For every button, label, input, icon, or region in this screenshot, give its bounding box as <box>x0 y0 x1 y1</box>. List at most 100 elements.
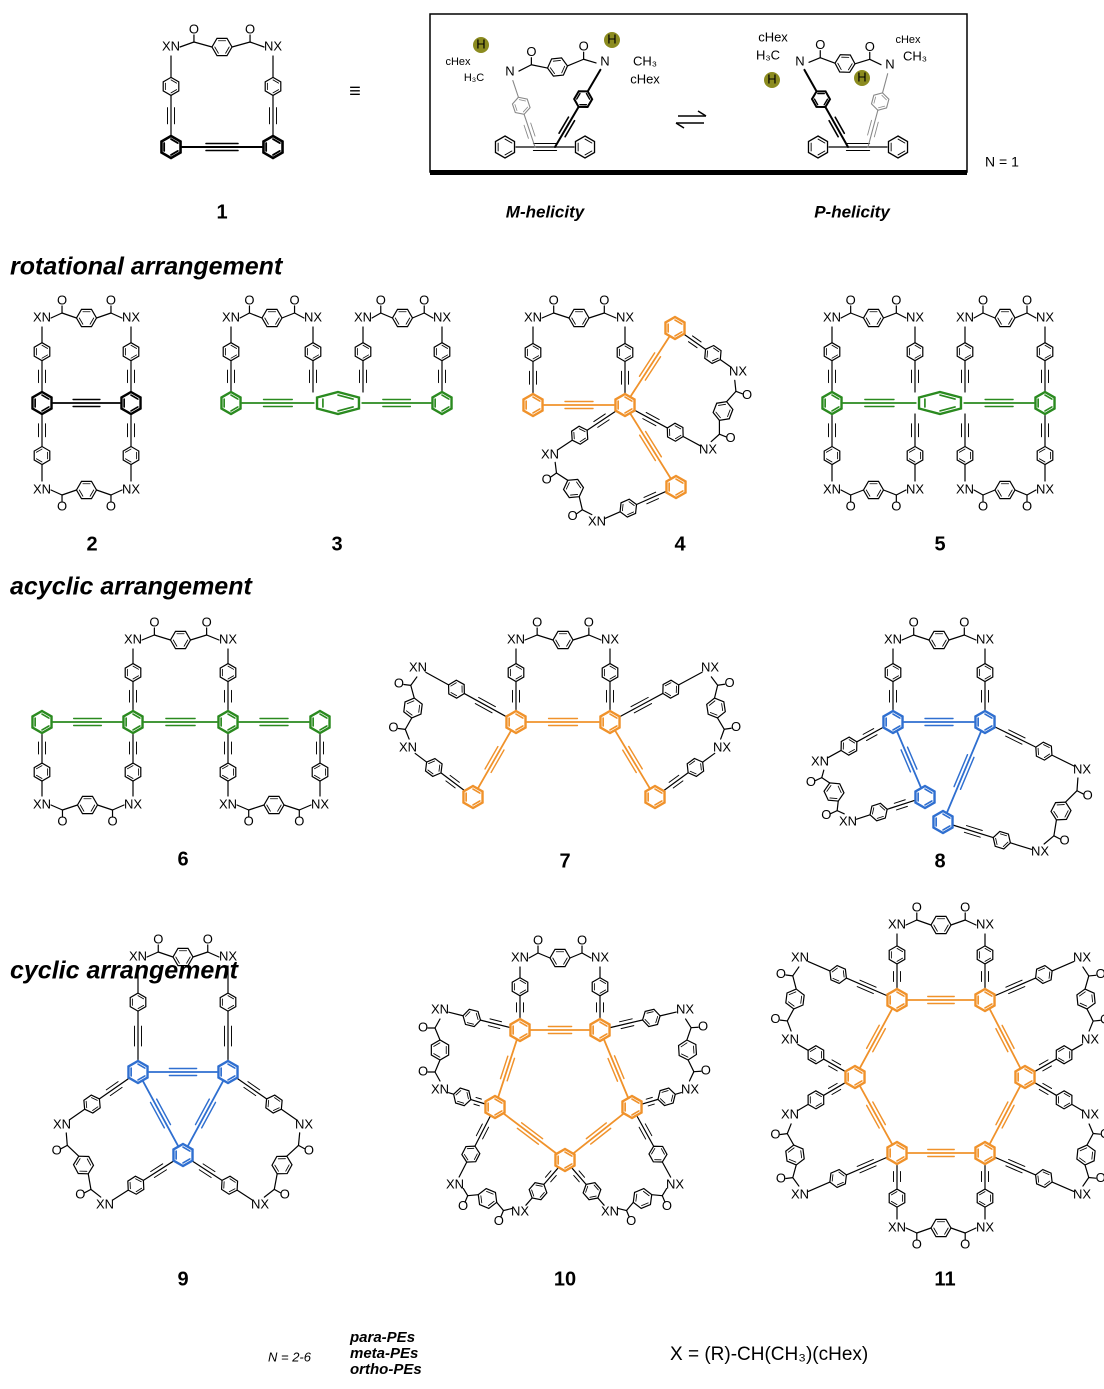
bond <box>565 482 570 490</box>
bond <box>675 478 684 484</box>
bond <box>614 730 651 789</box>
bond <box>266 804 271 812</box>
bond <box>842 970 845 978</box>
bond <box>530 64 549 69</box>
bond <box>272 150 281 156</box>
bond <box>788 991 797 996</box>
bond <box>586 68 602 93</box>
equivalent-sign: ≡ <box>349 80 361 102</box>
bond <box>404 717 413 730</box>
bond <box>1091 1151 1093 1160</box>
bond <box>683 333 707 350</box>
atom-label: NX <box>433 309 451 324</box>
bond <box>428 760 436 764</box>
bond <box>1058 1057 1065 1062</box>
bond <box>823 1081 847 1096</box>
bond <box>831 394 840 400</box>
bond <box>95 312 112 319</box>
bond <box>895 489 907 496</box>
bond <box>865 317 871 325</box>
bond <box>624 355 632 360</box>
bond <box>1079 1147 1088 1152</box>
bond <box>638 352 656 378</box>
bond <box>362 344 370 349</box>
atom-label: O <box>549 292 559 307</box>
atom-label: N <box>885 56 894 71</box>
bond <box>1051 960 1075 972</box>
bond <box>153 634 172 641</box>
atom-label: NX <box>976 916 994 931</box>
bond <box>609 665 617 670</box>
bond <box>1043 753 1051 759</box>
bond <box>60 1144 68 1150</box>
bond <box>850 489 865 496</box>
bond <box>825 458 833 463</box>
bond <box>674 425 682 430</box>
bond <box>686 1027 692 1041</box>
bond <box>519 979 527 984</box>
bond <box>913 634 930 641</box>
bond <box>718 433 727 438</box>
bond <box>584 138 593 144</box>
bond <box>462 1187 469 1197</box>
bond <box>635 1193 638 1202</box>
bond <box>86 1158 92 1166</box>
atom-label: XN <box>541 446 559 461</box>
bond <box>423 312 434 319</box>
bond <box>823 98 829 106</box>
bond <box>182 1158 191 1164</box>
bond <box>959 756 975 791</box>
bond <box>583 58 597 64</box>
bond <box>319 713 328 719</box>
bond <box>836 810 845 815</box>
bond <box>931 639 936 647</box>
bond <box>659 1011 677 1017</box>
atom-label: H₃C <box>464 72 484 84</box>
n-range: N = 2-6 <box>268 1349 312 1364</box>
bond <box>576 481 582 489</box>
bond <box>441 406 450 412</box>
bond <box>482 1126 490 1140</box>
bond <box>900 749 912 773</box>
bond <box>624 396 633 402</box>
bond <box>588 634 602 641</box>
bond <box>1071 1103 1083 1112</box>
bond <box>297 1132 301 1147</box>
bond <box>895 312 907 319</box>
bond <box>684 1018 692 1029</box>
bond <box>984 1156 993 1162</box>
atom-label: O <box>960 899 970 914</box>
bond <box>897 138 906 144</box>
bond <box>487 1025 501 1030</box>
bond <box>480 1195 483 1204</box>
atom-label: CH₃ <box>633 53 657 68</box>
bond <box>275 317 280 325</box>
atom-label: NX <box>1081 1106 1099 1121</box>
bond <box>41 725 50 731</box>
bond <box>61 804 79 811</box>
atom-label: O <box>106 498 116 513</box>
bond <box>555 472 569 481</box>
bond <box>553 312 570 319</box>
bond <box>229 1178 236 1183</box>
bond <box>859 1085 893 1145</box>
atom-label: O <box>579 39 589 54</box>
bond <box>914 344 922 349</box>
atom-label: XN <box>588 513 606 528</box>
bond <box>892 665 900 670</box>
bond <box>1037 976 1044 982</box>
atom-label: O <box>294 813 304 828</box>
bond <box>625 1201 634 1212</box>
bond <box>1008 1158 1026 1167</box>
bond <box>873 96 876 104</box>
bond <box>41 394 50 400</box>
bond <box>514 104 518 112</box>
bond <box>132 725 141 731</box>
bond <box>689 760 696 766</box>
atom-label: O <box>577 932 587 947</box>
bond <box>829 797 838 799</box>
atom-label: O <box>1096 1170 1104 1185</box>
bond <box>645 411 660 421</box>
bond <box>584 150 593 156</box>
highlight-h <box>854 70 870 86</box>
